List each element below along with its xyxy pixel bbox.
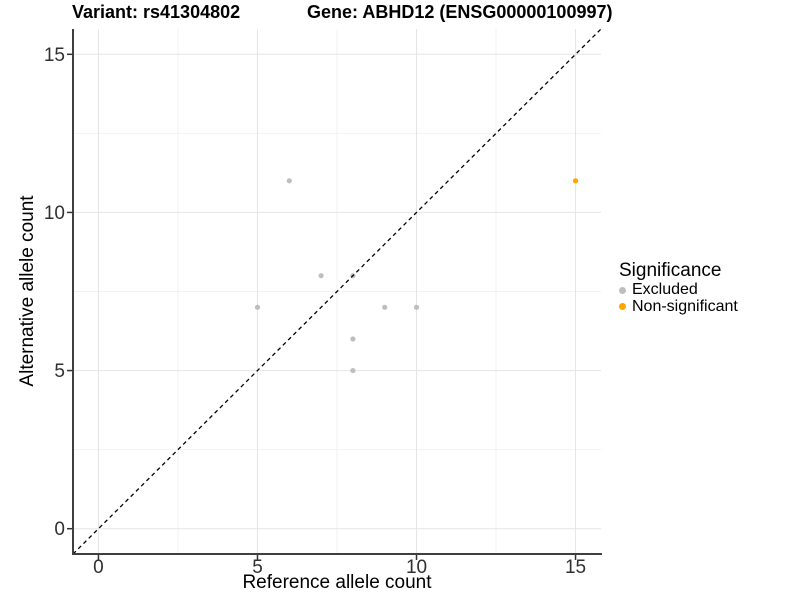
grid-minor bbox=[73, 29, 601, 554]
legend-label: Excluded bbox=[632, 281, 698, 299]
data-point-excluded bbox=[318, 273, 324, 279]
data-point-excluded bbox=[350, 336, 356, 342]
x-tick-label: 10 bbox=[406, 557, 427, 578]
legend-dot-non-significant bbox=[619, 303, 626, 311]
chart-layers: 0 5 10 15 0 5 10 15 bbox=[44, 28, 602, 578]
reference-layer bbox=[72, 28, 602, 555]
tick-labels: 0 5 10 15 0 5 10 15 bbox=[44, 45, 586, 578]
legend-dot-excluded bbox=[619, 286, 626, 294]
data-point-excluded bbox=[286, 178, 292, 184]
legend-label: Non-significant bbox=[632, 297, 738, 315]
grid-major bbox=[73, 29, 601, 554]
data-point-excluded bbox=[254, 304, 261, 310]
y-tick-label: 10 bbox=[44, 203, 65, 224]
x-tick-label: 15 bbox=[565, 557, 586, 578]
y-axis-title: Alternative allele count bbox=[17, 195, 38, 387]
data-point-excluded bbox=[413, 304, 420, 310]
plot-title-gene: Gene: ABHD12 (ENSG00000100997) bbox=[307, 2, 613, 22]
data-point-non-significant bbox=[572, 178, 579, 184]
y-tick-label: 5 bbox=[54, 361, 65, 382]
x-tick-label: 0 bbox=[93, 557, 104, 578]
data-point-excluded bbox=[382, 304, 388, 310]
x-axis-title: Reference allele count bbox=[242, 572, 432, 593]
axes bbox=[72, 29, 602, 555]
data-points bbox=[254, 178, 579, 374]
data-point-excluded bbox=[350, 367, 356, 374]
y-tick-label: 0 bbox=[54, 519, 65, 540]
identity-line bbox=[72, 28, 602, 555]
plot-title-variant: Variant: rs41304802 bbox=[72, 2, 241, 22]
legend-items: Excluded Non-significant bbox=[619, 282, 738, 315]
legend-title: Significance bbox=[619, 260, 722, 281]
x-tick-label: 5 bbox=[252, 557, 263, 578]
legend-item-excluded: Excluded bbox=[619, 282, 738, 299]
legend-item-non-significant: Non-significant bbox=[619, 297, 738, 316]
tick-marks bbox=[67, 53, 577, 560]
legend: Significance Excluded Non-significant bbox=[619, 260, 738, 315]
y-tick-label: 15 bbox=[44, 45, 65, 66]
